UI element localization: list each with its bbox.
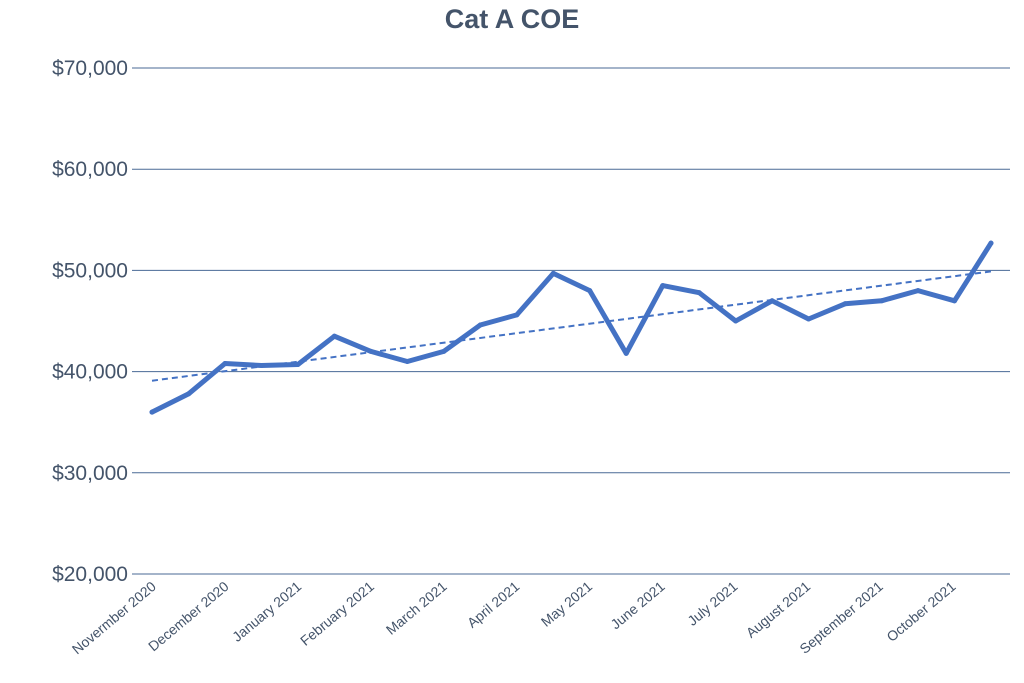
data-point: [915, 288, 921, 294]
trendline: [151, 270, 992, 382]
data-point: [149, 409, 155, 415]
data-point: [733, 318, 739, 324]
x-tick-label: August 2021: [743, 578, 814, 641]
x-tick-label: April 2021: [464, 578, 523, 631]
series-line-cat-a-coe: [149, 240, 994, 415]
data-point: [952, 298, 957, 304]
data-point: [587, 288, 593, 294]
y-tick-label: $20,000: [52, 563, 128, 586]
data-point: [186, 391, 191, 397]
data-point: [550, 270, 556, 276]
chart-title: Cat A COE: [444, 4, 580, 34]
data-point: [514, 312, 520, 318]
x-tick-label: October 2021: [883, 578, 958, 645]
y-tick-label: $70,000: [52, 57, 128, 80]
x-tick-label: July 2021: [684, 578, 740, 629]
data-point: [441, 348, 447, 354]
y-tick-label: $60,000: [52, 158, 128, 181]
y-tick-label: $30,000: [52, 462, 128, 485]
x-tick-label: March 2021: [383, 578, 450, 638]
y-tick-label: $40,000: [52, 361, 128, 384]
data-point: [222, 361, 228, 366]
data-point: [696, 290, 702, 296]
x-tick-label: June 2021: [607, 578, 668, 632]
x-tick-label: Novermber 2020: [69, 578, 159, 657]
data-point: [660, 283, 666, 289]
data-point: [806, 316, 812, 322]
x-tick-label: February 2021: [297, 578, 377, 649]
x-tick-label: January 2021: [229, 578, 304, 645]
data-point: [295, 362, 301, 367]
data-point: [879, 298, 885, 304]
data-point: [623, 350, 629, 356]
data-point: [331, 333, 337, 339]
data-point: [988, 240, 994, 246]
data-point: [477, 322, 483, 328]
data-point: [404, 359, 410, 364]
x-tick-label: May 2021: [538, 578, 596, 630]
data-point: [842, 301, 848, 307]
y-tick-label: $50,000: [52, 259, 128, 282]
